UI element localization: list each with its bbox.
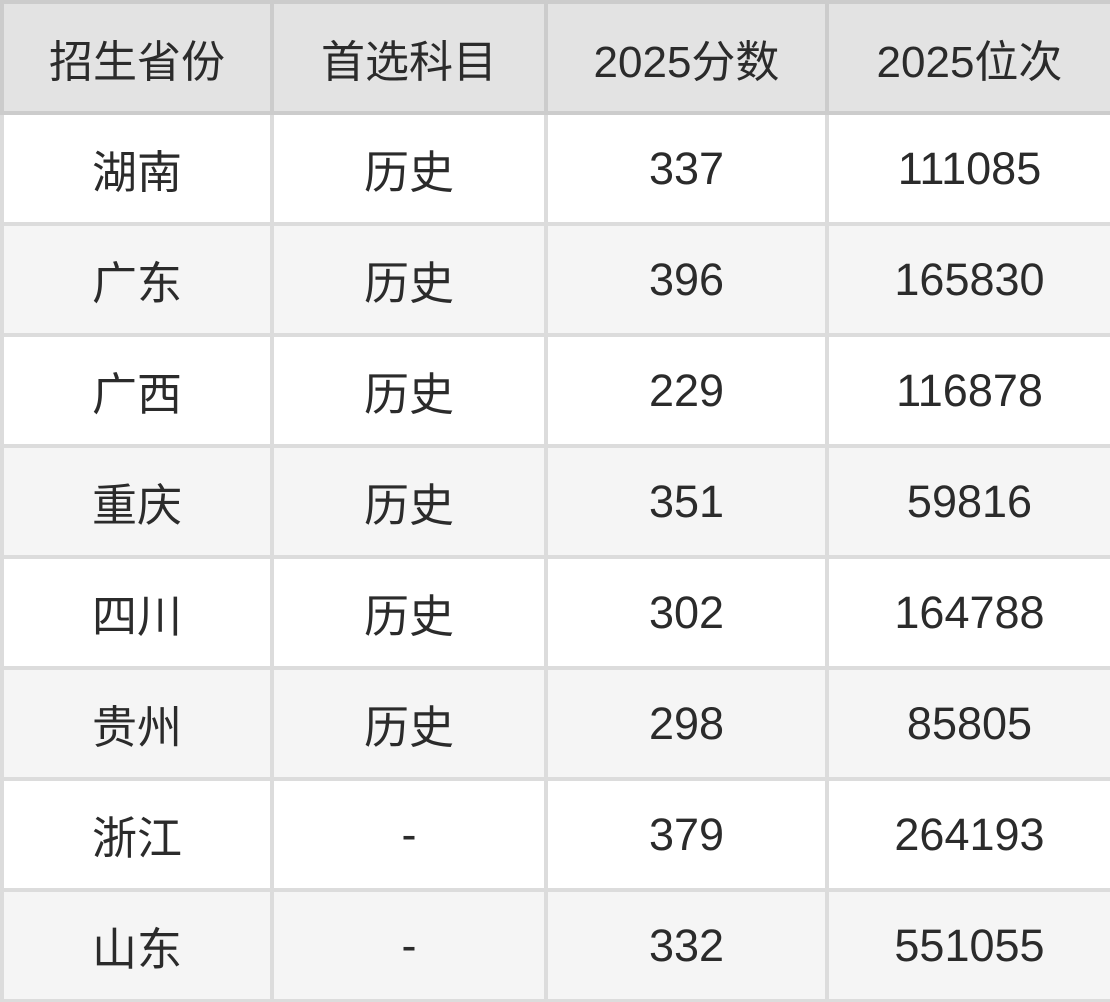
cell-score: 302	[544, 555, 829, 670]
cell-subject: 历史	[270, 333, 548, 448]
cell-rank: 111085	[825, 111, 1110, 226]
table-row-guangdong: 广东 历史 396 165830	[0, 222, 1110, 337]
table-row-shandong: 山东 - 332 551055	[0, 888, 1110, 1002]
table-row-guangxi: 广西 历史 229 116878	[0, 333, 1110, 448]
cell-score: 332	[544, 888, 829, 1002]
cell-subject: 历史	[270, 222, 548, 337]
column-header-province: 招生省份	[0, 0, 274, 115]
column-header-rank-2025: 2025位次	[825, 0, 1110, 115]
cell-province: 浙江	[0, 777, 274, 892]
cell-province: 广西	[0, 333, 274, 448]
cell-province: 贵州	[0, 666, 274, 781]
cell-province: 四川	[0, 555, 274, 670]
cell-score: 379	[544, 777, 829, 892]
cell-subject: 历史	[270, 444, 548, 559]
column-header-subject: 首选科目	[270, 0, 548, 115]
table-row-chongqing: 重庆 历史 351 59816	[0, 444, 1110, 559]
table-row-hunan: 湖南 历史 337 111085	[0, 111, 1110, 226]
cell-subject: 历史	[270, 111, 548, 226]
table-row-guizhou: 贵州 历史 298 85805	[0, 666, 1110, 781]
cell-score: 396	[544, 222, 829, 337]
cell-score: 298	[544, 666, 829, 781]
cell-province: 广东	[0, 222, 274, 337]
cell-rank: 116878	[825, 333, 1110, 448]
cell-subject: 历史	[270, 666, 548, 781]
cell-rank: 59816	[825, 444, 1110, 559]
table-row-zhejiang: 浙江 - 379 264193	[0, 777, 1110, 892]
cell-score: 337	[544, 111, 829, 226]
header-row: 招生省份 首选科目 2025分数 2025位次	[0, 0, 1110, 115]
cell-subject: -	[270, 888, 548, 1002]
cell-province: 山东	[0, 888, 274, 1002]
cell-score: 351	[544, 444, 829, 559]
cell-province: 重庆	[0, 444, 274, 559]
cell-rank: 85805	[825, 666, 1110, 781]
cell-subject: -	[270, 777, 548, 892]
cell-province: 湖南	[0, 111, 274, 226]
cell-score: 229	[544, 333, 829, 448]
cell-rank: 165830	[825, 222, 1110, 337]
table-header: 招生省份 首选科目 2025分数 2025位次	[0, 0, 1110, 115]
column-header-score-2025: 2025分数	[544, 0, 829, 115]
cell-rank: 551055	[825, 888, 1110, 1002]
cell-subject: 历史	[270, 555, 548, 670]
table-body: 湖南 历史 337 111085 广东 历史 396 165830 广西 历史 …	[0, 111, 1110, 1002]
cell-rank: 164788	[825, 555, 1110, 670]
table-row-sichuan: 四川 历史 302 164788	[0, 555, 1110, 670]
cell-rank: 264193	[825, 777, 1110, 892]
